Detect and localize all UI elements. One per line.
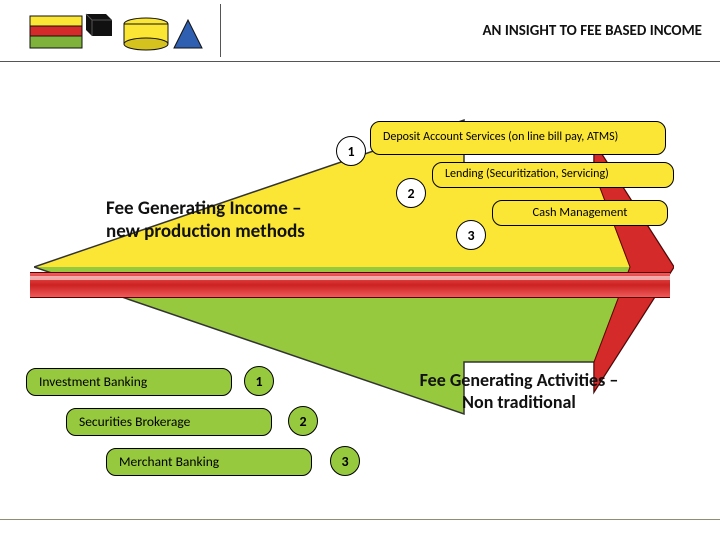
top-num-3: 3 [456, 220, 486, 250]
bottom-num-1-text: 1 [255, 373, 262, 390]
bottom-num-1: 1 [244, 366, 274, 396]
header-divider [220, 4, 221, 57]
bottom-item-1-label: Investment Banking [39, 374, 147, 390]
bottom-heading-line2: Non traditional [462, 391, 576, 413]
top-item-3-label: Cash Management [532, 206, 627, 220]
page-title: AN INSIGHT TO FEE BASED INCOME [482, 22, 702, 40]
top-num-2: 2 [396, 178, 426, 208]
bottom-item-2: Securities Brokerage [66, 408, 272, 436]
bottom-item-2-label: Securities Brokerage [79, 414, 190, 430]
top-item-1: Deposit Account Services (on line bill p… [370, 121, 666, 155]
bottom-num-3-text: 3 [341, 453, 348, 470]
bottom-num-3: 3 [330, 446, 360, 476]
top-heading: Fee Generating Income – new production m… [106, 198, 305, 244]
header: AN INSIGHT TO FEE BASED INCOME [0, 0, 720, 62]
footer-rule [0, 519, 720, 520]
bottom-num-2: 2 [288, 406, 318, 436]
bottom-heading-line1: Fee Generating Activities – [420, 369, 619, 391]
top-item-2-label: Lending (Securitization, Servicing) [445, 168, 609, 182]
top-item-3: Cash Management [492, 200, 668, 226]
top-item-2: Lending (Securitization, Servicing) [432, 162, 674, 188]
bottom-item-3-label: Merchant Banking [119, 454, 219, 470]
top-num-1: 1 [336, 136, 366, 166]
top-num-1-text: 1 [347, 143, 354, 160]
bottom-item-3: Merchant Banking [106, 448, 312, 476]
top-item-1-label: Deposit Account Services (on line bill p… [383, 131, 618, 145]
bottom-heading: Fee Generating Activities – Non traditio… [374, 370, 664, 413]
logo [28, 8, 208, 56]
top-num-3-text: 3 [467, 227, 474, 244]
top-heading-line1: Fee Generating Income – [106, 197, 302, 220]
bottom-num-2-text: 2 [299, 413, 306, 430]
bottom-item-1: Investment Banking [26, 368, 232, 396]
arrow-red-highlight [30, 276, 670, 280]
top-heading-line2: new production methods [106, 220, 305, 243]
top-num-2-text: 2 [407, 185, 414, 202]
